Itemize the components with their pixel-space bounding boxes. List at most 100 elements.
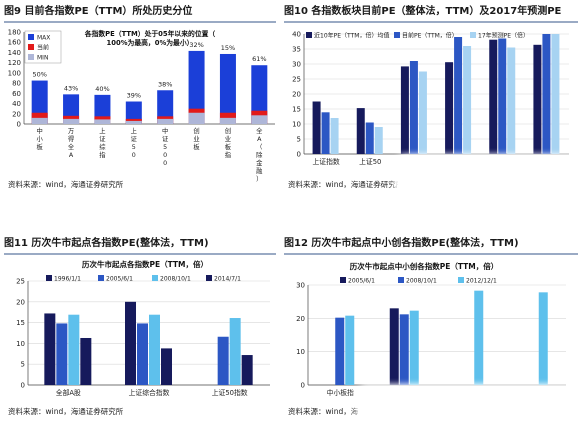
c4-category-label: 中小板指 (327, 388, 354, 397)
category-label-char: 中 (162, 126, 168, 135)
c2-bar (454, 37, 463, 154)
legend-swatch (46, 275, 52, 281)
c3-bar (241, 355, 253, 385)
c2-bar (498, 38, 507, 154)
legend-label: 2005/6/1 (106, 276, 133, 283)
legend-swatch (28, 54, 34, 60)
c4-bar (399, 314, 409, 385)
c1-ytick-label: 120 (8, 59, 21, 67)
category-label-char: 金 (256, 158, 263, 167)
c1-ytick-label: 40 (12, 100, 21, 108)
legend-swatch (458, 277, 464, 283)
c2-bar (463, 46, 472, 154)
c2-bar (445, 62, 454, 155)
bar-max (157, 90, 174, 124)
c4-bar (538, 292, 548, 385)
panel4-source: 资料来源：wind，海 (288, 407, 359, 416)
category-label-char: A (257, 136, 262, 143)
category-label-char: 得 (68, 134, 74, 143)
legend-label: 2014/7/1 (214, 276, 241, 283)
c1-ytick-label: 160 (8, 39, 21, 47)
c2-ytick-label: 20 (292, 91, 301, 99)
c3-bar (125, 301, 136, 385)
c3-bar (68, 314, 80, 385)
percentile-label: 61% (252, 55, 266, 63)
legend-label: 2005/6/1 (348, 278, 375, 285)
c2-ytick-label: 40 (292, 31, 301, 39)
legend-swatch (28, 34, 34, 40)
chart-4: 0102030中小板指中小创业创业历次牛市起点中小创各指数PE（TTM，倍）20… (296, 261, 566, 397)
legend-label: 2012/12/1 (466, 278, 497, 285)
category-label-char: 5 (132, 144, 136, 151)
c3-ytick-label: 10 (16, 340, 25, 348)
bar-max (251, 65, 268, 124)
c3-bar (229, 318, 241, 385)
category-label-char: 全 (68, 142, 75, 151)
bar-min (31, 117, 48, 124)
bar-min (251, 115, 268, 124)
category-label-char: 证 (131, 135, 138, 143)
legend-swatch (398, 277, 404, 283)
c2-bar (542, 34, 551, 154)
legend-label: 2008/10/1 (160, 276, 191, 283)
c3-bar (217, 336, 229, 385)
c1-ytick-label: 80 (12, 80, 21, 88)
panel3-source: 资料来源：wind，海通证券研究所 (8, 407, 124, 416)
c2-ytick-label: 25 (292, 76, 301, 84)
panel4-title: 图12 历次牛市起点中小创各指数PE(整体法，TTM) (284, 235, 578, 255)
c2-bar (551, 34, 560, 154)
category-label-char: 业 (193, 134, 199, 143)
category-label-char: 业 (225, 134, 231, 143)
category-label-char: 上 (131, 126, 137, 135)
smudge-top-right (398, 158, 578, 192)
percentile-label: 40% (95, 85, 109, 93)
category-label-char: 0 (163, 160, 167, 167)
percentile-label: 39% (127, 92, 141, 100)
c2-ytick-label: 35 (292, 46, 301, 54)
category-label-char: 创 (225, 126, 231, 135)
c2-bar (356, 108, 365, 154)
bar-max (125, 101, 142, 124)
c3-ytick-label: 5 (21, 361, 25, 369)
c3-category-label: 上证综合指数 (129, 388, 170, 397)
c1-ytick-label: 0 (17, 121, 21, 129)
panel3-title: 图11 历次牛市起点各指数PE(整体法，TTM) (4, 235, 276, 255)
category-label-char: 综 (99, 142, 106, 151)
c2-ytick-label: 10 (292, 121, 301, 129)
c2-bar (374, 127, 383, 154)
legend-label: MAX (37, 35, 50, 42)
percentile-label: 38% (158, 80, 172, 88)
category-label-char: 板 (37, 142, 44, 151)
c1-ytick-label: 20 (12, 110, 21, 118)
category-label-char: 0 (163, 152, 167, 159)
category-label-char: （ (256, 144, 262, 151)
category-label-char: 指 (225, 150, 232, 159)
category-label-char: 创 (193, 126, 199, 135)
bar-min (188, 112, 205, 124)
legend-label: 2008/10/1 (406, 278, 437, 285)
legend-label: 当前 (37, 44, 49, 52)
percentile-label: 50% (32, 71, 46, 79)
panel1-title: 图9 目前各指数PE（TTM）所处历史分位 (4, 3, 276, 23)
c2-category-label: 上证指数 (312, 157, 339, 166)
c1-ytick-label: 100 (8, 69, 21, 77)
panel2-source: 资料来源：wind，海通证券研究所 (288, 180, 404, 189)
legend-label: 1996/1/1 (54, 276, 81, 283)
c2-ytick-label: 15 (292, 106, 301, 114)
c3-category-label: 全部A股 (56, 388, 81, 397)
c2-bar (489, 39, 498, 155)
bar-min (219, 117, 236, 124)
category-label-char: 全 (256, 126, 263, 135)
c2-category-label: 上证50 (359, 157, 381, 166)
smudge-bottom-right (360, 388, 578, 432)
c2-ytick-label: 0 (297, 151, 301, 159)
category-label-char: 板 (193, 142, 200, 151)
c2-bar (330, 118, 339, 154)
c4-ytick-label: 0 (301, 382, 305, 390)
chart-1: 02040608010012014016018050%中小板43%万得全A40%… (8, 29, 275, 183)
category-label-char: 证 (99, 135, 106, 143)
c2-bar (507, 47, 516, 154)
category-label-char: 上 (99, 126, 105, 135)
c4-bar (409, 310, 419, 385)
category-label-char: 板 (225, 142, 232, 151)
